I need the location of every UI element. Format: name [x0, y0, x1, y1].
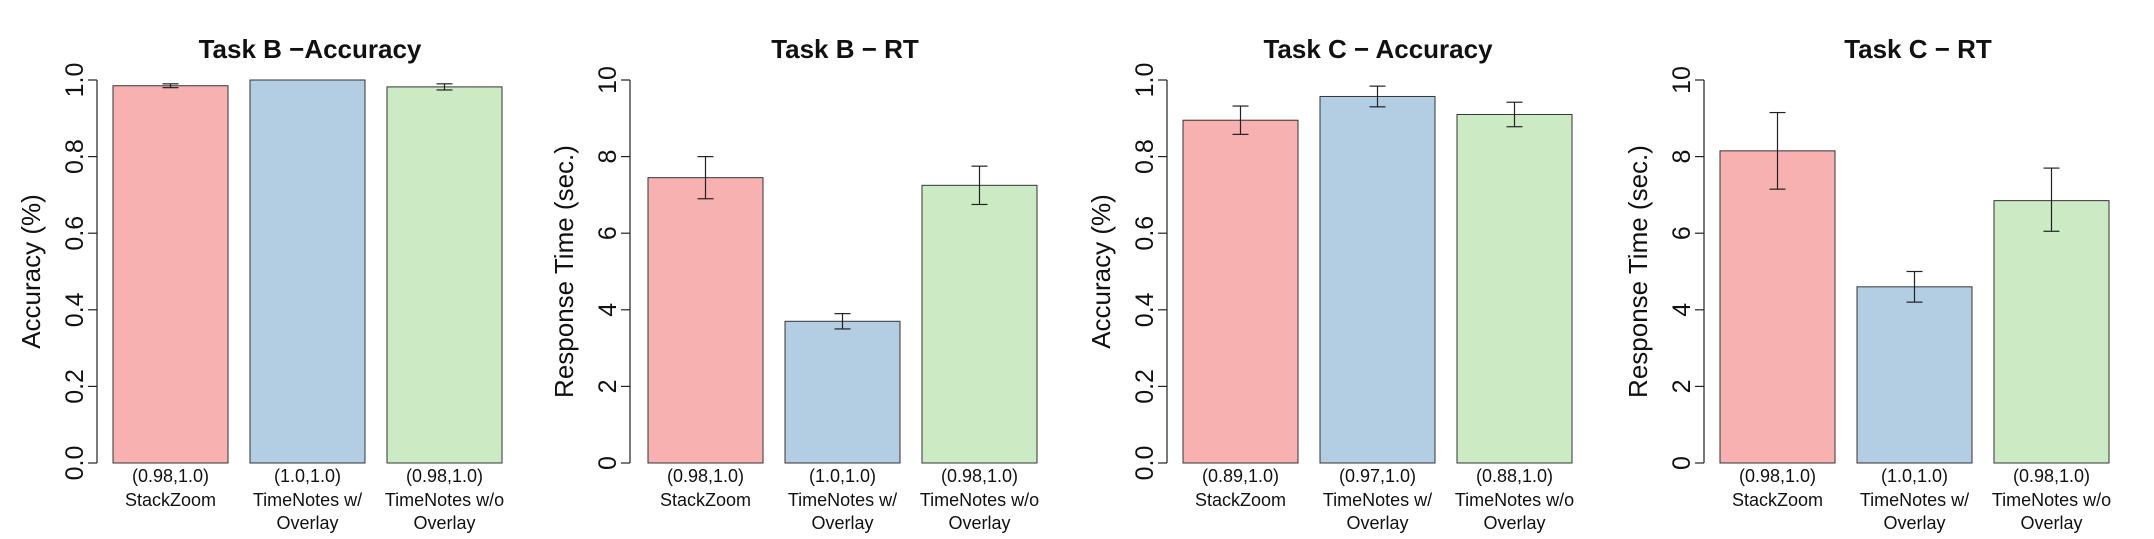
- bar-stackzoom: [1182, 119, 1299, 464]
- chart-title: Task B − RT: [771, 34, 919, 64]
- y-tick-label: 8: [1668, 150, 1696, 164]
- y-tick-label: 0.0: [61, 446, 89, 481]
- category-label: StackZoom: [1195, 490, 1286, 510]
- ci-label: (0.98,1.0): [132, 466, 209, 486]
- y-tick-label: 4: [594, 303, 622, 317]
- category-label: Overlay: [2020, 513, 2082, 533]
- bar-stackzoom: [647, 177, 764, 464]
- chart-panel-4: Task C − RT Response Time (sec.) 0 2 4 6 8 10 (0…: [1623, 34, 2111, 533]
- bar-timenotes-w-overlay: [1319, 95, 1436, 464]
- category-label: TimeNotes w/: [253, 490, 362, 510]
- bar-timenotes-w-overlay: [1856, 286, 1973, 464]
- ci-label: (1.0,1.0): [274, 466, 341, 486]
- ci-label: (0.88,1.0): [1476, 466, 1553, 486]
- y-tick-label: 0.2: [61, 369, 89, 404]
- category-label: Overlay: [276, 513, 338, 533]
- y-tick-label: 6: [594, 226, 622, 240]
- chart-title: Task C − RT: [1844, 34, 1992, 64]
- chart-panel-2: Task B − RT Response Time (sec.) 0 2 4 6 8 10 (0…: [549, 34, 1039, 533]
- ci-label: (0.98,1.0): [941, 466, 1018, 486]
- y-axis-label: Response Time (sec.): [549, 145, 579, 398]
- category-label: Overlay: [1883, 513, 1945, 533]
- y-tick-label: 0.4: [1131, 292, 1159, 327]
- bar-timenotes-w-o-overlay: [921, 184, 1038, 464]
- category-label: TimeNotes w/o: [1992, 490, 2111, 510]
- bar-timenotes-w-o-overlay: [1993, 200, 2110, 464]
- bar-timenotes-w-o-overlay: [1456, 113, 1573, 464]
- ci-label: (0.89,1.0): [1202, 466, 1279, 486]
- y-axis-label: Accuracy (%): [16, 194, 46, 349]
- y-tick-label: 0.6: [61, 216, 89, 251]
- chart-panel-3: Task C − Accuracy Accuracy (%) 0.0 0.2 0.4 0.…: [1086, 34, 1574, 533]
- category-label: Overlay: [1483, 513, 1545, 533]
- y-tick-label: 0.8: [1131, 139, 1159, 174]
- category-label: TimeNotes w/o: [1455, 490, 1574, 510]
- category-label: TimeNotes w/: [1323, 490, 1432, 510]
- y-tick-label: 0.6: [1131, 216, 1159, 251]
- y-tick-label: 0.0: [1131, 446, 1159, 481]
- y-tick-label: 2: [594, 379, 622, 393]
- category-label: StackZoom: [125, 490, 216, 510]
- y-tick-label: 4: [1668, 303, 1696, 317]
- y-tick-label: 10: [594, 66, 622, 94]
- category-label: Overlay: [1346, 513, 1408, 533]
- y-tick-label: 0.2: [1131, 369, 1159, 404]
- y-tick-label: 1.0: [61, 63, 89, 98]
- chart-title: Task C − Accuracy: [1263, 34, 1493, 64]
- category-label: Overlay: [811, 513, 873, 533]
- y-tick-label: 0.4: [61, 292, 89, 327]
- bar-stackzoom: [1719, 150, 1836, 464]
- ci-label: (0.98,1.0): [2013, 466, 2090, 486]
- ci-label: (0.98,1.0): [406, 466, 483, 486]
- category-label: StackZoom: [660, 490, 751, 510]
- bar-timenotes-w-overlay: [784, 320, 901, 464]
- y-tick-label: 10: [1668, 66, 1696, 94]
- y-tick-label: 2: [1668, 379, 1696, 393]
- y-tick-label: 0: [1668, 456, 1696, 470]
- y-tick-label: 0: [594, 456, 622, 470]
- ci-label: (1.0,1.0): [809, 466, 876, 486]
- chart-title: Task B −Accuracy: [199, 34, 422, 64]
- ci-label: (0.98,1.0): [667, 466, 744, 486]
- category-label: TimeNotes w/: [1860, 490, 1969, 510]
- y-tick-label: 6: [1668, 226, 1696, 240]
- ci-label: (0.98,1.0): [1739, 466, 1816, 486]
- y-tick-label: 8: [594, 150, 622, 164]
- y-tick-label: 1.0: [1131, 63, 1159, 98]
- category-label: TimeNotes w/o: [385, 490, 504, 510]
- y-axis-label: Response Time (sec.): [1623, 145, 1653, 398]
- bar-timenotes-w-overlay: [249, 79, 366, 464]
- chart-panel-1: Task B −Accuracy Accuracy (%) 0.0 0.2 0.4 0.6…: [16, 34, 504, 533]
- ci-label: (0.97,1.0): [1339, 466, 1416, 486]
- ci-label: (1.0,1.0): [1881, 466, 1948, 486]
- y-tick-label: 0.8: [61, 139, 89, 174]
- category-label: Overlay: [948, 513, 1010, 533]
- category-label: TimeNotes w/o: [920, 490, 1039, 510]
- category-label: TimeNotes w/: [788, 490, 897, 510]
- category-label: Overlay: [413, 513, 475, 533]
- y-axis-label: Accuracy (%): [1086, 194, 1116, 349]
- category-label: StackZoom: [1732, 490, 1823, 510]
- bar-timenotes-w-o-overlay: [386, 86, 503, 464]
- bar-stackzoom: [112, 85, 229, 464]
